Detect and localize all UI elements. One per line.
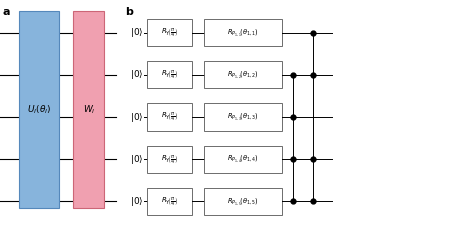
- FancyBboxPatch shape: [204, 61, 282, 88]
- FancyBboxPatch shape: [204, 188, 282, 215]
- Text: $|0\rangle$: $|0\rangle$: [130, 195, 144, 208]
- FancyBboxPatch shape: [19, 11, 59, 208]
- Text: $R_{Y}\!\left(\frac{\pi}{4}\right)$: $R_{Y}\!\left(\frac{\pi}{4}\right)$: [161, 195, 178, 208]
- Text: a: a: [2, 7, 10, 17]
- FancyBboxPatch shape: [204, 146, 282, 173]
- Text: $R_{Y}\!\left(\frac{\pi}{4}\right)$: $R_{Y}\!\left(\frac{\pi}{4}\right)$: [161, 26, 178, 39]
- Text: $R_{P_{1,4}}\!(\theta_{1,4})$: $R_{P_{1,4}}\!(\theta_{1,4})$: [227, 154, 259, 164]
- Text: $|0\rangle$: $|0\rangle$: [130, 26, 144, 39]
- Text: $U_l(\theta_l)$: $U_l(\theta_l)$: [27, 104, 51, 116]
- FancyBboxPatch shape: [147, 146, 192, 173]
- Text: $R_{P_{1,1}}\!(\theta_{1,1})$: $R_{P_{1,1}}\!(\theta_{1,1})$: [227, 27, 259, 38]
- FancyBboxPatch shape: [147, 188, 192, 215]
- FancyBboxPatch shape: [204, 104, 282, 130]
- Text: $|0\rangle$: $|0\rangle$: [130, 68, 144, 81]
- Text: $W_l$: $W_l$: [82, 104, 95, 116]
- FancyBboxPatch shape: [147, 104, 192, 130]
- Text: $R_{P_{1,5}}\!(\theta_{1,5})$: $R_{P_{1,5}}\!(\theta_{1,5})$: [227, 196, 259, 207]
- Text: b: b: [126, 7, 134, 17]
- FancyBboxPatch shape: [147, 61, 192, 88]
- Text: $|0\rangle$: $|0\rangle$: [130, 110, 144, 124]
- FancyBboxPatch shape: [147, 19, 192, 46]
- Text: $R_{P_{1,2}}\!(\theta_{1,2})$: $R_{P_{1,2}}\!(\theta_{1,2})$: [227, 70, 259, 80]
- Text: $R_{Y}\!\left(\frac{\pi}{4}\right)$: $R_{Y}\!\left(\frac{\pi}{4}\right)$: [161, 110, 178, 124]
- Text: $R_{Y}\!\left(\frac{\pi}{4}\right)$: $R_{Y}\!\left(\frac{\pi}{4}\right)$: [161, 68, 178, 81]
- FancyBboxPatch shape: [73, 11, 104, 208]
- Text: $R_{Y}\!\left(\frac{\pi}{4}\right)$: $R_{Y}\!\left(\frac{\pi}{4}\right)$: [161, 153, 178, 166]
- Text: $|0\rangle$: $|0\rangle$: [130, 153, 144, 166]
- Text: $R_{P_{1,3}}\!(\theta_{1,3})$: $R_{P_{1,3}}\!(\theta_{1,3})$: [227, 112, 259, 122]
- FancyBboxPatch shape: [204, 19, 282, 46]
